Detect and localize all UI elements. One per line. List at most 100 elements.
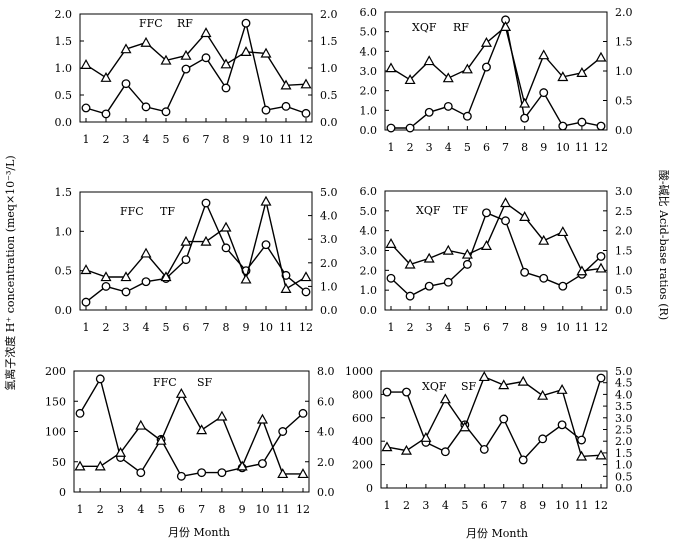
left-tick-label: 1.5 (55, 35, 73, 48)
x-tick-label: 5 (464, 321, 471, 334)
left-tick-label: 2.0 (360, 264, 378, 277)
h-concentration-point (75, 408, 85, 418)
left-tick-label: 0.0 (55, 116, 73, 129)
acid-base-ratio-point (420, 431, 432, 442)
acid-base-ratio-point (277, 468, 289, 479)
left-tick-label: 1.0 (360, 104, 378, 117)
panel-label: TF (453, 204, 468, 217)
acid-base-ratio-point (439, 393, 451, 404)
x-tick-label: 12 (299, 321, 313, 334)
right-tick-label: 6.0 (317, 395, 335, 408)
x-tick-label: 8 (218, 503, 225, 516)
h-concentration-point (402, 387, 411, 397)
panel-label: SF (461, 380, 477, 393)
x-tick-label: 6 (183, 133, 190, 146)
acid-base-ratio-point (240, 273, 252, 284)
acid-base-ratio-point (100, 71, 112, 82)
x-tick-label: 10 (255, 503, 269, 516)
x-tick-label: 12 (296, 503, 310, 516)
acid-base-ratio-point (200, 27, 212, 38)
left-tick-label: 0 (366, 482, 373, 495)
left-tick-label: 3.0 (360, 245, 378, 258)
left-tick-label: 0.0 (360, 304, 378, 317)
acid-base-ratio-point (404, 258, 416, 269)
acid-base-ratio-point (260, 47, 272, 58)
x-tick-label: 12 (594, 499, 608, 512)
x-tick-label: 10 (556, 321, 570, 334)
h-concentration-point (424, 281, 434, 291)
acid-base-ratio-point (180, 235, 192, 246)
h-concentration-point (482, 208, 491, 218)
h-concentration-point (241, 18, 251, 28)
h-concentration-point (261, 240, 271, 250)
left-tick-label: 4.0 (360, 45, 378, 58)
acid-base-ratio-point (256, 413, 268, 424)
left-tick-label: 1.0 (55, 225, 73, 238)
x-tick-label: 4 (137, 503, 144, 516)
h-concentration-point (501, 216, 510, 226)
x-tick-label: 6 (483, 141, 490, 154)
x-tick-label: 10 (555, 499, 569, 512)
h-concentration-point (499, 414, 509, 424)
acid-base-ratio-point (160, 271, 172, 282)
h-concentration-point (443, 101, 453, 111)
h-concentration-point (201, 198, 211, 208)
right-tick-label: 4.0 (615, 388, 633, 401)
x-tick-label: 8 (223, 133, 230, 146)
right-tick-label: 2.5 (615, 205, 633, 218)
h-concentration-point (176, 471, 186, 481)
acid-base-ratio-point (519, 211, 531, 221)
h-concentration-point (181, 64, 191, 74)
x-tick-label: 4 (445, 321, 452, 334)
acid-base-ratio-point (595, 262, 607, 273)
h-concentration-line (79, 377, 304, 478)
h-concentration-point (520, 113, 530, 123)
x-tick-label: 11 (279, 133, 293, 146)
h-concentration-point (424, 107, 434, 117)
acid-base-ratio-point (537, 389, 549, 400)
left-tick-label: 2.0 (55, 8, 73, 21)
h-concentration-point (405, 291, 415, 301)
x-tick-label: 9 (540, 141, 547, 154)
h-concentration-point (201, 53, 211, 63)
left-tick-label: 50 (52, 456, 66, 469)
left-tick-label: 6.0 (360, 185, 378, 198)
right-tick-label: 1.5 (615, 36, 633, 49)
right-axis-title: 酸-碱比 Acid-base ratios (R) (657, 170, 671, 320)
x-tick-label: 6 (483, 321, 490, 334)
panel-label: FFC (120, 205, 144, 218)
acid-base-ratio-point (519, 97, 531, 108)
x-tick-label: 5 (158, 503, 165, 516)
acid-base-ratio-point (500, 197, 512, 208)
acid-base-ratio-point (94, 460, 106, 471)
acid-base-ratio-point (423, 252, 435, 263)
h-concentration-point (301, 287, 311, 297)
x-axis-title-left: 月份 Month (168, 526, 230, 539)
x-tick-label: 10 (259, 321, 273, 334)
x-tick-label: 6 (481, 499, 488, 512)
acid-base-ratio-line (85, 201, 307, 290)
h-concentration-point (101, 109, 111, 119)
right-tick-label: 2.5 (615, 424, 633, 437)
h-concentration-point (462, 111, 472, 121)
acid-base-ratio-point (80, 59, 92, 69)
x-tick-label: 1 (77, 503, 84, 516)
right-tick-label: 3.5 (615, 400, 633, 413)
h-concentration-point (281, 101, 291, 111)
h-concentration-point (596, 252, 606, 261)
x-tick-label: 3 (422, 499, 429, 512)
x-tick-label: 2 (103, 321, 110, 334)
x-tick-label: 3 (123, 321, 130, 334)
acid-base-ratio-point (74, 460, 86, 471)
acid-base-ratio-point (478, 371, 490, 382)
h-concentration-point (281, 270, 291, 280)
x-tick-label: 11 (575, 321, 589, 334)
right-tick-label: 3.0 (615, 185, 633, 198)
right-tick-label: 0.0 (615, 124, 633, 137)
acid-base-ratio-point (280, 79, 292, 90)
x-tick-label: 8 (521, 141, 528, 154)
acid-base-ratio-point (160, 54, 172, 65)
x-tick-label: 7 (203, 321, 210, 334)
